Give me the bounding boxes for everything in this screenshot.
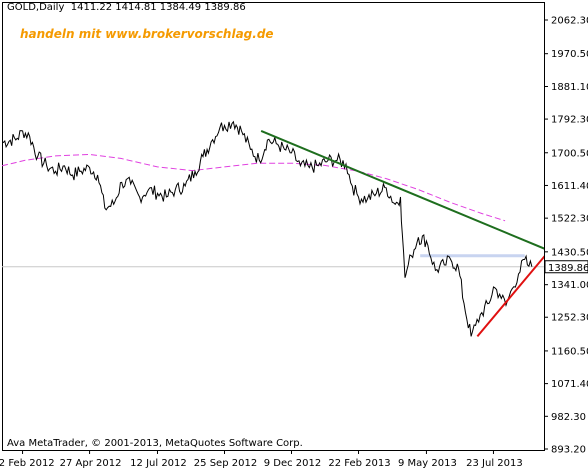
moving-average-line xyxy=(2,153,506,222)
y-tick-label: 1881.10 xyxy=(551,82,588,93)
x-tick-label: 22 Feb 2013 xyxy=(328,458,390,469)
x-axis: 12 Feb 2012 27 Apr 2012 12 Jul 2012 25 Sep … xyxy=(0,450,523,469)
x-tick-label: 27 Apr 2012 xyxy=(60,458,122,469)
current-price-tag xyxy=(544,260,588,274)
resistance-trendline xyxy=(260,130,544,250)
y-tick-label: 1341.00 xyxy=(551,280,588,291)
trendline-layer xyxy=(260,130,544,338)
y-tick-label: 1430.50 xyxy=(551,247,588,258)
price-series-line xyxy=(2,120,533,337)
y-tick-label: 1252.30 xyxy=(551,313,588,324)
y-tick-label: 1700.50 xyxy=(551,148,588,159)
chart-header: GOLD,Daily 1411.22 1414.81 1384.49 1389.… xyxy=(7,2,246,13)
x-tick-label: 25 Sep 2012 xyxy=(194,458,257,469)
y-tick-label: 1522.30 xyxy=(551,214,588,225)
y-tick-label: 982.30 xyxy=(551,412,586,423)
y-tick-label: 1611.40 xyxy=(551,181,588,192)
symbol-label: GOLD,Daily xyxy=(7,2,65,13)
moving-average-layer xyxy=(2,153,506,222)
promo-text: handeln mit www.brokervorschlag.de xyxy=(20,27,274,41)
ohlc-values: 1411.22 1414.81 1384.49 1389.86 xyxy=(70,2,246,13)
y-tick-label: 1792.30 xyxy=(551,115,588,126)
levels-layer xyxy=(2,254,544,268)
y-axis: 2062.30 1970.50 1881.10 1792.30 1700.50 1611.… xyxy=(544,16,588,456)
current-price-label: 1389.86 xyxy=(548,263,588,274)
y-tick-label: 1071.40 xyxy=(551,379,588,390)
plot-frame xyxy=(2,2,545,451)
y-tick-label: 1970.50 xyxy=(551,49,588,60)
support-trendline xyxy=(476,255,544,338)
x-tick-label: 9 May 2013 xyxy=(398,458,457,469)
x-tick-label: 12 Feb 2012 xyxy=(0,458,55,469)
y-tick-label: 2062.30 xyxy=(551,16,588,27)
price-layer xyxy=(2,120,533,337)
y-tick-label: 1160.50 xyxy=(551,346,588,357)
x-tick-label: 23 Jul 2013 xyxy=(466,458,523,469)
copyright-text: Ava MetaTrader, © 2001-2013, MetaQuotes … xyxy=(7,438,303,449)
x-tick-label: 12 Jul 2012 xyxy=(130,458,187,469)
x-tick-label: 9 Dec 2012 xyxy=(264,458,322,469)
y-tick-label: 893.20 xyxy=(551,445,586,456)
